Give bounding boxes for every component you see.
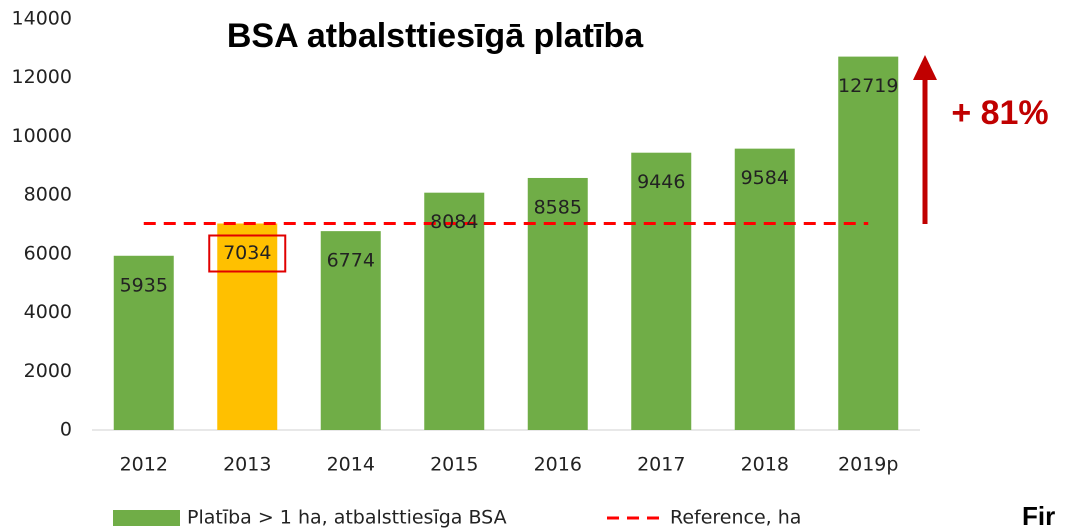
x-tick-label: 2016 [534,454,582,476]
bar [424,192,485,430]
corner-text: Fir [1022,501,1055,530]
legend-label: Reference, ha [670,507,801,529]
highlight-box [208,234,287,273]
y-tick-label: 12000 [12,66,72,88]
annotation: + 81% [951,94,1048,132]
x-tick-label: 2017 [637,454,685,476]
y-tick-label: 10000 [12,125,72,147]
x-tick-label: 2018 [741,454,789,476]
y-tick-label: 0 [60,419,72,441]
y-tick-label: 14000 [12,8,72,30]
bar [838,56,899,430]
data-label: 8585 [534,196,582,218]
bar [527,177,588,430]
data-label: 6774 [327,250,375,272]
data-label: 9584 [741,167,789,189]
bar [217,223,278,430]
y-tick-label: 4000 [24,301,72,323]
x-tick-label: 2015 [430,454,478,476]
data-label: 7034 [223,242,271,264]
arrow-head [913,55,937,80]
bar [113,255,174,430]
legend-label: Platība > 1 ha, atbalsttiesīga BSA [187,507,507,529]
y-tick-label: 2000 [24,360,72,382]
y-tick-label: 6000 [24,242,72,264]
bar [320,231,381,430]
legend-swatch [113,510,180,526]
bar [734,148,795,430]
x-tick-label: 2019p [838,454,898,476]
y-tick-label: 8000 [24,184,72,206]
x-tick-label: 2013 [223,454,271,476]
bar [631,152,692,430]
x-tick-label: 2014 [327,454,375,476]
data-label: 9446 [637,171,685,193]
data-label: 8084 [430,211,478,233]
data-label: 5935 [120,274,168,296]
data-label: 12719 [838,75,898,97]
x-tick-label: 2012 [120,454,168,476]
chart-title: BSA atbalsttiesīgā platība [227,17,644,55]
